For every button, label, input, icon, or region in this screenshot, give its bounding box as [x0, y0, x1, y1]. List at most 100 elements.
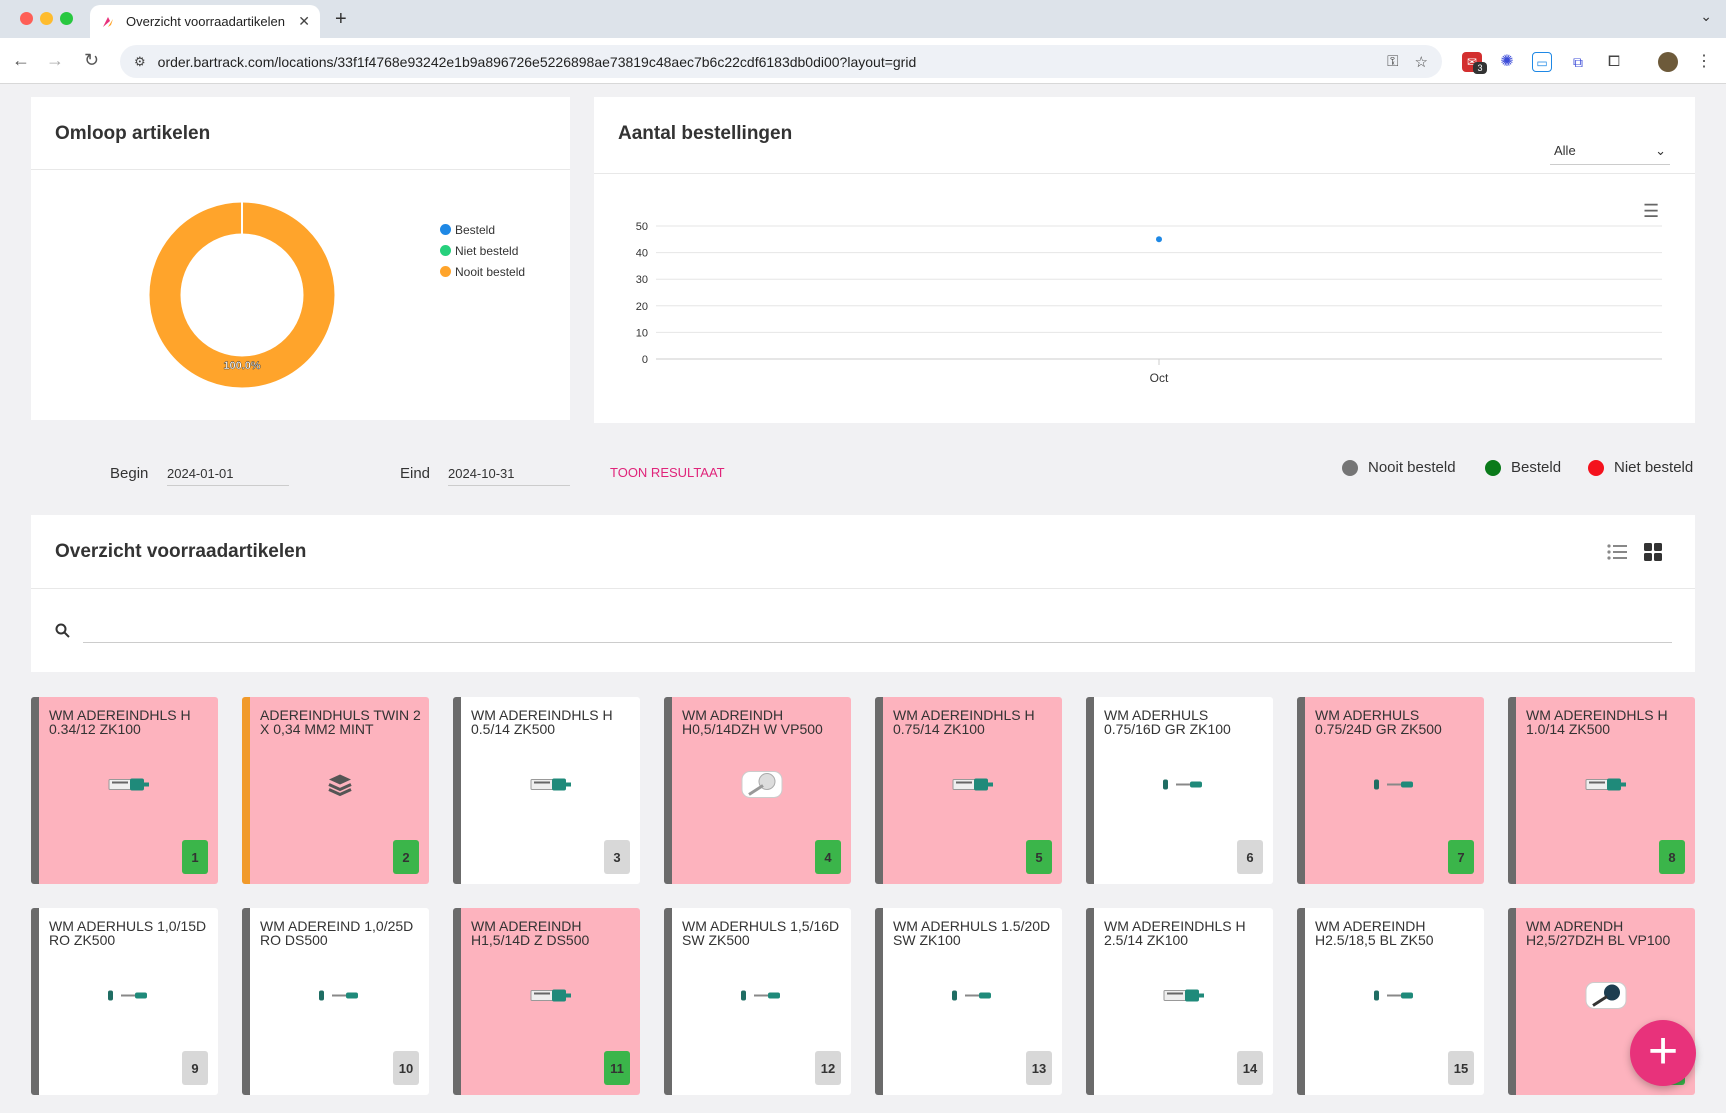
- profile-avatar[interactable]: [1658, 52, 1678, 72]
- item-tile[interactable]: WM ADERHULS 1,5/16D SW ZK500 12: [664, 908, 851, 1095]
- divider: [31, 169, 570, 170]
- item-name: WM ADEREIND 1,0/25D RO DS500: [260, 918, 414, 948]
- bestellingen-chart: 50 40 30 20 10 0 Oct: [636, 221, 1662, 385]
- item-tile[interactable]: WM ADERHULS 1.5/20D SW ZK100 13: [875, 908, 1062, 1095]
- chevron-down-icon: ⌄: [1655, 143, 1666, 158]
- item-tile[interactable]: ADEREINDHULS TWIN 2 X 0,34 MM2 MINT 2: [242, 697, 429, 884]
- data-point[interactable]: [1156, 236, 1162, 243]
- select-value: Alle: [1554, 143, 1576, 158]
- browser-tab-bar: Overzicht voorraadartikelen ✕ + ⌄: [0, 0, 1726, 38]
- item-tile[interactable]: WM ADEREINDH H1,5/14D Z DS500 11: [453, 908, 640, 1095]
- item-image: [1585, 776, 1627, 799]
- extensions-puzzle-icon[interactable]: ⧠: [1607, 53, 1620, 70]
- item-tile[interactable]: WM ADEREIND 1,0/25D RO DS500 10: [242, 908, 429, 1095]
- item-tile[interactable]: WM ADEREINDHLS H 2.5/14 ZK100 14: [1086, 908, 1273, 1095]
- item-name: WM ADERHULS 0.75/16D GR ZK100: [1104, 707, 1231, 737]
- item-name: WM ADEREINDH H1,5/14D Z DS500: [471, 918, 590, 948]
- donut-slice-label: 100.0%: [223, 360, 261, 372]
- browser-menu-icon[interactable]: ⋮: [1696, 53, 1712, 70]
- item-image: [740, 989, 784, 1008]
- overzicht-card: Overzicht voorraadartikelen: [31, 515, 1695, 672]
- status-legend-nooit-besteld: Nooit besteld: [1342, 459, 1456, 476]
- item-number-badge: 5: [1026, 840, 1052, 874]
- item-image: [1162, 778, 1206, 797]
- item-tile[interactable]: WM ADERHULS 0.75/24D GR ZK500 7: [1297, 697, 1484, 884]
- close-window-button[interactable]: [20, 12, 33, 25]
- address-bar[interactable]: ⚙ order.bartrack.com/locations/33f1f4768…: [120, 45, 1442, 78]
- url-text[interactable]: order.bartrack.com/locations/33f1f4768e9…: [157, 53, 917, 70]
- extension-window-icon[interactable]: ▭: [1532, 52, 1552, 72]
- tab-title: Overzicht voorraadartikelen: [126, 14, 285, 29]
- item-tile[interactable]: WM ADREINDH H0,5/14DZH W VP500 4: [664, 697, 851, 884]
- item-name: WM ADEREINDHLS H 0.75/14 ZK100: [893, 707, 1035, 737]
- item-tile[interactable]: WM ADEREINDH H2.5/18,5 BL ZK50 15: [1297, 908, 1484, 1095]
- overzicht-title: Overzicht voorraadartikelen: [55, 541, 307, 562]
- item-name: WM ADREINDH H0,5/14DZH W VP500: [682, 707, 823, 737]
- new-tab-icon[interactable]: +: [335, 8, 347, 30]
- item-number-badge: 6: [1237, 840, 1263, 874]
- item-tile[interactable]: WM ADEREINDHLS H 0.75/14 ZK100 5: [875, 697, 1062, 884]
- eind-date-input[interactable]: 2024-10-31: [448, 458, 570, 486]
- minimize-window-button[interactable]: [40, 12, 53, 25]
- bestellingen-filter-select[interactable]: Alle ⌄: [1550, 133, 1670, 165]
- begin-date-input[interactable]: 2024-01-01: [167, 458, 289, 486]
- search-input[interactable]: [83, 611, 1672, 643]
- item-image: [1373, 989, 1417, 1008]
- item-name: WM ADERHULS 1,0/15D RO ZK500: [49, 918, 207, 948]
- x-tick-label: Oct: [1150, 371, 1169, 385]
- item-image: [108, 776, 150, 799]
- close-tab-icon[interactable]: ✕: [298, 13, 310, 29]
- item-number-badge: 1: [182, 840, 208, 874]
- reload-icon[interactable]: ↻: [84, 50, 100, 70]
- omloop-legend: Besteld Niet besteld Nooit besteld: [440, 219, 525, 282]
- password-key-icon[interactable]: ⚿: [1387, 53, 1399, 70]
- extension-sparkle-icon[interactable]: ✺: [1500, 53, 1514, 70]
- back-icon[interactable]: ←: [12, 50, 30, 70]
- grid-view-icon[interactable]: [1644, 543, 1662, 561]
- item-image: [951, 989, 995, 1008]
- forward-icon[interactable]: →: [46, 50, 64, 70]
- status-legend-niet-besteld: Niet besteld: [1588, 459, 1693, 476]
- item-name: ADEREINDHULS TWIN 2 X 0,34 MM2 MINT: [260, 707, 421, 737]
- browser-tab[interactable]: Overzicht voorraadartikelen ✕: [90, 5, 320, 38]
- item-tile[interactable]: WM ADERHULS 0.75/16D GR ZK100 6: [1086, 697, 1273, 884]
- item-image: [1373, 778, 1417, 797]
- item-number-badge: 14: [1237, 1051, 1263, 1085]
- omloop-donut-chart: 100.0%: [149, 202, 335, 388]
- search-icon: [55, 623, 70, 638]
- item-number-badge: 2: [393, 840, 419, 874]
- divider: [594, 173, 1695, 174]
- maximize-window-button[interactable]: [60, 12, 73, 25]
- item-image: [327, 773, 353, 802]
- begin-label: Begin: [110, 465, 149, 482]
- item-image: [741, 769, 783, 806]
- tab-search-icon[interactable]: ⌄: [1700, 8, 1712, 24]
- chart-menu-icon[interactable]: ☰: [1643, 201, 1660, 221]
- item-number-badge: 4: [815, 840, 841, 874]
- add-item-button[interactable]: +: [1630, 1020, 1696, 1086]
- item-tile[interactable]: WM ADEREINDHLS H 1.0/14 ZK500 8: [1508, 697, 1695, 884]
- y-tick-label: 30: [636, 274, 648, 286]
- browser-toolbar: ← → ↻ ⚙ order.bartrack.com/locations/33f…: [0, 38, 1726, 84]
- divider: [31, 588, 1695, 589]
- item-name: WM ADEREINDHLS H 0.34/12 ZK100: [49, 707, 191, 737]
- y-tick-label: 40: [636, 248, 648, 260]
- item-name: WM ADERHULS 1.5/20D SW ZK100: [893, 918, 1051, 948]
- legend-item-besteld[interactable]: Besteld: [440, 219, 525, 240]
- item-tile[interactable]: WM ADERHULS 1,0/15D RO ZK500 9: [31, 908, 218, 1095]
- toon-resultaat-button[interactable]: TOON RESULTAAT: [610, 465, 725, 480]
- item-tile[interactable]: WM ADEREINDHLS H 0.34/12 ZK100 1: [31, 697, 218, 884]
- item-name: WM ADERHULS 0.75/24D GR ZK500: [1315, 707, 1442, 737]
- status-legend-besteld: Besteld: [1485, 459, 1561, 476]
- item-tile[interactable]: WM ADEREINDHLS H 0.5/14 ZK500 3: [453, 697, 640, 884]
- extension-link-icon[interactable]: ⧉: [1573, 54, 1583, 70]
- site-info-icon[interactable]: ⚙: [134, 53, 146, 69]
- legend-item-niet-besteld[interactable]: Niet besteld: [440, 240, 525, 261]
- item-name: WM ADRENDH H2,5/27DZH BL VP100: [1526, 918, 1671, 948]
- bookmark-star-icon[interactable]: ☆: [1414, 53, 1428, 71]
- legend-item-nooit-besteld[interactable]: Nooit besteld: [440, 261, 525, 282]
- item-image: [318, 989, 362, 1008]
- list-view-icon[interactable]: [1607, 543, 1627, 561]
- y-tick-label: 50: [636, 221, 648, 233]
- extension-badge: 3: [1473, 62, 1487, 74]
